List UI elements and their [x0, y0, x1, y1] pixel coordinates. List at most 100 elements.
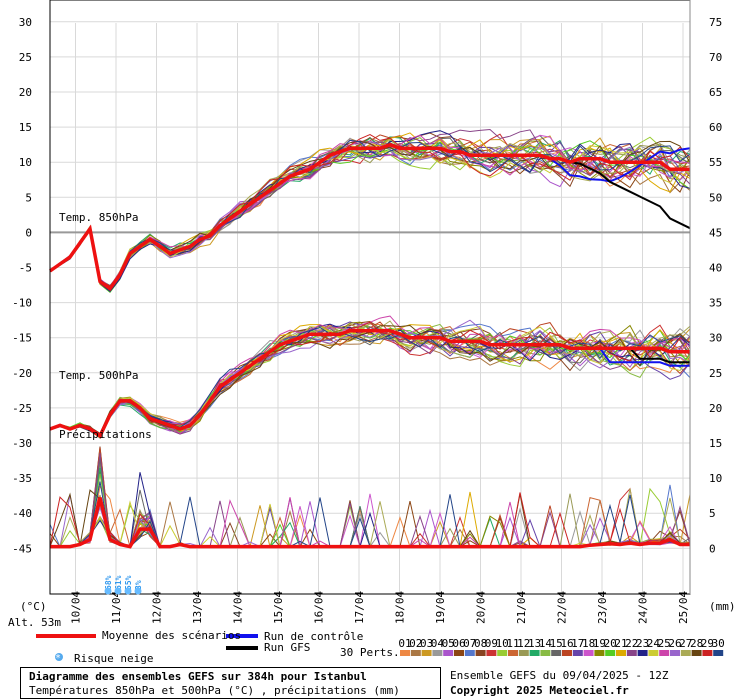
pert-number: 04	[431, 637, 445, 650]
pert-swatch	[410, 650, 421, 656]
pert-number: 20	[604, 637, 617, 650]
right-tick-label: 35	[709, 297, 722, 310]
snow-risk-percent: 68%	[104, 575, 113, 590]
pert-swatch	[486, 650, 497, 656]
pert-number: 01	[398, 637, 411, 650]
member-line	[49, 139, 691, 289]
pert-number: 22	[625, 637, 638, 650]
x-tick-label: 16/04	[313, 591, 326, 624]
member-precip-line	[50, 472, 691, 548]
chart-axes: 10/04 11/04 12/04 13/04 14/04 15/04 16/04 17/04…	[12, 0, 722, 624]
x-tick-label: 19/04	[434, 591, 447, 624]
member-line	[49, 324, 691, 435]
pert-number: 13	[528, 637, 541, 650]
pert-number: 08	[474, 637, 487, 650]
pert-swatch	[421, 650, 432, 656]
pert-number: 24	[647, 637, 661, 650]
pert-swatch	[443, 650, 454, 656]
pert-number: 09	[485, 637, 498, 650]
pert-swatch	[605, 650, 616, 656]
right-tick-label: 45	[709, 226, 722, 239]
pert-number: 26	[668, 637, 681, 650]
pert-number: 19	[593, 637, 606, 650]
pert-number: 07	[463, 637, 476, 650]
left-tick-label: 15	[19, 121, 32, 134]
left-tick-label: -5	[19, 262, 32, 275]
pert-number: 25	[658, 637, 671, 650]
mean-line	[49, 328, 690, 439]
pert-swatch	[691, 650, 702, 656]
pert-swatch	[540, 650, 551, 656]
right-tick-label: 65	[709, 86, 722, 99]
t500-label: Temp. 500hPa	[59, 369, 138, 382]
snow-risk-dot	[134, 587, 142, 595]
pert-number: 10	[496, 637, 509, 650]
right-tick-label: 25	[709, 367, 722, 380]
mean-line	[48, 142, 690, 292]
pert-number: 03	[420, 637, 433, 650]
ensemble-run-info: Ensemble GEFS du 09/04/2025 - 12Z	[450, 669, 669, 682]
legend-snow-label: Risque neige	[74, 652, 154, 665]
pert-number: 27	[679, 637, 692, 650]
x-tick-label: 12/04	[151, 591, 164, 624]
member-precip-line	[50, 501, 691, 548]
pert-swatch	[572, 650, 583, 656]
snow-risk-markers: 68% 61% 55% 3%	[104, 575, 143, 595]
pert-swatch	[616, 650, 626, 656]
left-tick-label: -15	[12, 332, 32, 345]
pert-number: 16	[560, 637, 573, 650]
member-precip-line	[50, 473, 691, 548]
left-tick-label: -40	[12, 507, 32, 520]
legend-gfs-label: Run GFS	[264, 641, 311, 654]
pert-number: 17	[571, 637, 584, 650]
right-tick-label: 55	[709, 156, 722, 169]
member-line	[49, 326, 691, 439]
x-tick-label: 18/04	[394, 591, 407, 624]
snow-risk-percent: 61%	[114, 575, 123, 590]
altitude-label: Alt. 53m	[8, 616, 61, 629]
chart-subtitle: Températures 850hPa et 500hPa (°C) , pré…	[29, 684, 400, 697]
left-tick-label: 20	[19, 86, 32, 99]
snow-risk-percent: 3%	[134, 580, 143, 590]
chart-title-box: Diagramme des ensembles GEFS sur 384h po…	[20, 667, 441, 699]
left-tick-label: -45	[12, 542, 32, 555]
x-tick-label: 25/04	[677, 591, 690, 624]
left-tick-label: 0	[25, 226, 32, 239]
pert-swatch	[497, 650, 508, 656]
pert-number: 02	[409, 637, 422, 650]
pert-swatch	[400, 650, 410, 656]
pert-swatch	[562, 650, 572, 656]
x-tick-label: 13/04	[191, 591, 204, 624]
mean-line	[50, 497, 690, 549]
left-axis-unit: (°C)	[20, 600, 47, 613]
precip-label: Précipitations	[59, 428, 152, 441]
copyright: Copyright 2025 Meteociel.fr	[450, 684, 629, 697]
right-tick-label: 75	[709, 16, 722, 29]
x-tick-label: 11/04	[110, 591, 123, 624]
left-tick-label: -20	[12, 367, 32, 380]
chart-title: Diagramme des ensembles GEFS sur 384h po…	[29, 670, 367, 683]
pert-number: 06	[452, 637, 465, 650]
pert-swatch	[659, 650, 670, 656]
pert-number: 21	[614, 637, 627, 650]
pert-swatch	[670, 650, 680, 656]
right-tick-label: 40	[709, 262, 722, 275]
pert-swatch	[518, 650, 529, 656]
pert-swatch	[432, 650, 443, 656]
svg-text:*: *	[55, 653, 61, 664]
snow-risk-percent: 55%	[124, 575, 133, 590]
left-tick-label: -35	[12, 472, 32, 485]
pert-swatch	[583, 650, 594, 656]
pert-number: 30	[712, 637, 725, 650]
member-line	[49, 141, 691, 290]
member-line	[49, 142, 691, 290]
right-axis-unit: (mm)	[709, 600, 736, 613]
pert-swatch	[637, 650, 648, 656]
left-tick-label: -10	[12, 297, 32, 310]
right-tick-label: 60	[709, 121, 722, 134]
member-line	[49, 328, 691, 435]
pert-swatch	[702, 650, 713, 656]
x-tick-label: 23/04	[596, 591, 609, 624]
pert-number: 23	[636, 637, 649, 650]
